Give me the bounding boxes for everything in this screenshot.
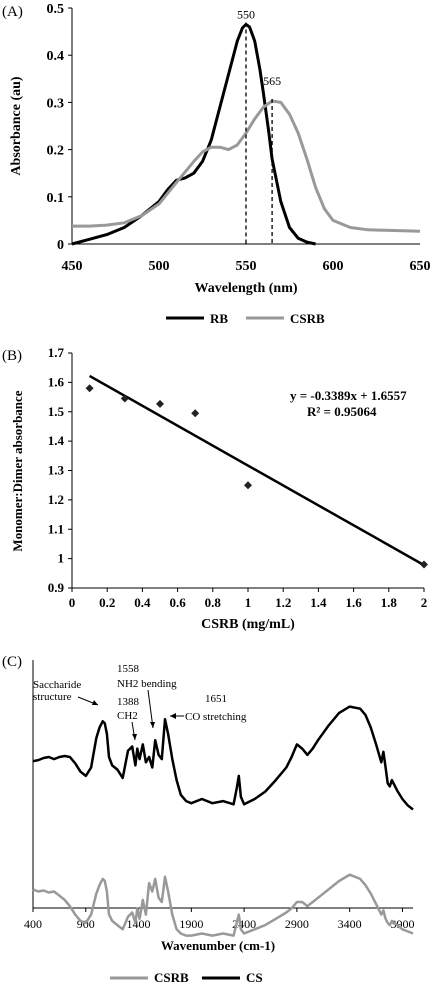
panel-c-plot: 400 900 1400 1900 2400 2900 3400 3900 <box>24 660 414 937</box>
panel-a-peak-label-550: 550 <box>237 8 255 22</box>
panel-a-ylabel: Absorbance (au) <box>9 76 24 176</box>
panel-a-xtick-label: 650 <box>410 259 431 274</box>
series-line-cs <box>32 705 414 811</box>
panel-c-label: (C) <box>2 654 22 670</box>
legend-label-csrb-c: CSRB <box>154 970 189 982</box>
annot-1651: 1651 <box>205 693 227 705</box>
panel-a: (A) 0 0.1 0.2 0.3 0.4 0.5 450 500 550 600 650 550 56… <box>2 2 431 326</box>
panel-b-ytick-label: 1 <box>58 551 65 566</box>
series-line-rb <box>71 23 316 246</box>
panel-b-ytick-label: 1.1 <box>48 521 64 536</box>
data-point <box>191 409 200 418</box>
legend-label-csrb: CSRB <box>290 311 325 326</box>
panel-b-xtick-label: 0.4 <box>134 595 151 610</box>
panel-a-legend: RB CSRB <box>166 311 325 326</box>
panel-a-xtick-label: 550 <box>236 259 257 274</box>
panel-b-ytick-label: 0.9 <box>48 580 65 595</box>
panel-b-xtick-label: 1.6 <box>345 595 362 610</box>
panel-b-xtick-label: 0 <box>69 595 76 610</box>
data-point <box>85 384 94 393</box>
annot-saccharide: Saccharide <box>33 679 81 691</box>
panel-c-xtick-label: 1400 <box>127 917 151 931</box>
panel-a-xtick-label: 600 <box>323 259 344 274</box>
panel-b-ylabel: Monomer:Dimer absorbance <box>10 390 25 551</box>
panel-a-ytick-label: 0.1 <box>47 191 65 206</box>
annotation-arrowheads <box>92 700 176 740</box>
panel-a-peak-label-565: 565 <box>263 74 281 88</box>
panel-a-xtick-label: 450 <box>62 259 83 274</box>
panel-a-ytick-label: 0.5 <box>47 2 65 17</box>
panel-b-xtick-label: 1.4 <box>310 595 327 610</box>
legend-label-cs: CS <box>246 970 263 982</box>
arrowhead-co <box>170 713 176 719</box>
panel-c-legend: CSRB CS <box>110 970 263 982</box>
annot-ch2: CH2 <box>117 710 138 722</box>
data-point <box>156 399 164 408</box>
arrow-nh2 <box>147 689 154 729</box>
arrowhead-ch2 <box>132 734 137 740</box>
data-point <box>244 481 252 490</box>
panel-b-ytick-label: 1.7 <box>48 345 65 360</box>
panel-b-xtick-label: 1 <box>245 595 252 610</box>
panel-b-ytick-label: 1.3 <box>48 463 65 478</box>
panel-c: (C) 400 900 1400 1900 2400 2900 3400 3900 Waven… <box>2 654 414 982</box>
panel-b-plot: 0.9 1 1.1 1.2 1.3 1.4 1.5 1.6 1.7 0 0.2 0.4 0.6 0.8 1 1… <box>48 345 428 610</box>
series-line-csrb <box>32 873 414 937</box>
panel-b-ytick-label: 1.5 <box>48 404 65 419</box>
panel-c-xtick-label: 3400 <box>338 917 362 931</box>
panel-b-ytick-label: 1.4 <box>48 433 65 448</box>
panel-a-ytick-label: 0.4 <box>47 49 65 64</box>
panel-b-xtick-label: 0.6 <box>169 595 186 610</box>
panel-b-xtick-label: 1.8 <box>381 595 398 610</box>
series-line-csrb <box>72 99 421 233</box>
panel-a-plot: 0 0.1 0.2 0.3 0.4 0.5 450 500 550 600 650 550 565 <box>47 2 431 274</box>
trendline-equation: y = -0.3389x + 1.6557 <box>290 388 407 403</box>
panel-a-ytick-label: 0 <box>57 238 64 253</box>
data-point <box>420 560 428 569</box>
arrowhead-saccharide <box>92 700 98 705</box>
panel-a-xlabel: Wavelength (nm) <box>194 281 297 296</box>
panel-a-label: (A) <box>2 4 23 20</box>
legend-label-rb: RB <box>210 311 228 326</box>
trendline-r2: R² = 0.95064 <box>307 404 377 419</box>
trendline <box>88 374 425 567</box>
arrowhead-nh2 <box>150 722 155 728</box>
panel-b-xtick-label: 0.8 <box>205 595 222 610</box>
panel-c-xtick-label: 400 <box>24 917 42 931</box>
annot-1388: 1388 <box>117 696 140 708</box>
panel-a-ytick-label: 0.3 <box>47 96 65 111</box>
panel-b-ytick-label: 1.6 <box>48 374 65 389</box>
panel-b-xtick-label: 0.2 <box>99 595 115 610</box>
panel-c-xtick-label: 1900 <box>179 917 203 931</box>
panel-b-xlabel: CSRB (mg/mL) <box>201 617 295 632</box>
panel-c-xlabel: Wavenumber (cm-1) <box>161 938 275 953</box>
panel-b: (B) 0.911.11.21.31.41.51.61.70 0.2 0.4 0.6 0… <box>2 345 428 632</box>
panel-a-xtick-label: 500 <box>149 259 170 274</box>
annot-1558: 1558 <box>117 663 140 675</box>
panel-b-label: (B) <box>2 348 22 364</box>
panel-c-xtick-label: 2900 <box>285 917 309 931</box>
annot-nh2: NH2 bending <box>117 678 177 690</box>
panel-b-xtick-label: 2 <box>421 595 428 610</box>
panel-c-xtick-label: 3900 <box>390 917 414 931</box>
panel-a-ytick-label: 0.2 <box>47 144 65 159</box>
data-point <box>120 394 129 403</box>
panel-b-xtick-label: 1.2 <box>275 595 291 610</box>
panel-b-ytick-label: 1.2 <box>48 492 64 507</box>
annot-co: CO stretching <box>185 711 247 723</box>
annot-structure: structure <box>33 691 72 703</box>
